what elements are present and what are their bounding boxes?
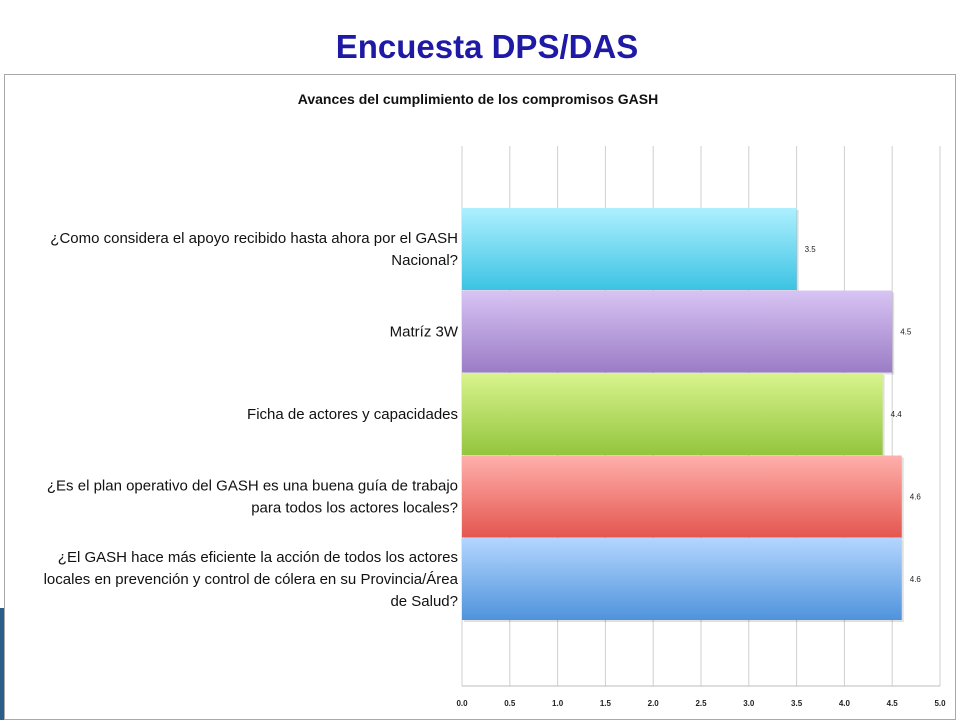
value-label: 3.5: [805, 245, 817, 254]
value-label: 4.6: [910, 575, 922, 584]
x-tick-label: 4.0: [839, 699, 851, 708]
x-tick-label: 2.0: [648, 699, 660, 708]
x-tick-label: 5.0: [934, 699, 946, 708]
value-label: 4.6: [910, 493, 922, 502]
slide-title: Encuesta DPS/DAS: [335, 28, 639, 65]
value-label: 4.5: [900, 328, 912, 337]
category-label: ¿El GASH hace más eficiente la acción de…: [44, 549, 459, 610]
x-tick-label: 4.5: [887, 699, 899, 708]
left-accent-strip: [0, 608, 4, 720]
x-tick-label: 1.5: [600, 699, 612, 708]
category-label-line: Matríz 3W: [390, 324, 459, 341]
category-label-line: Nacional?: [391, 252, 458, 269]
category-label: Matríz 3W: [390, 324, 459, 341]
x-tick-label: 0.0: [456, 699, 468, 708]
category-label-line: ¿Como considera el apoyo recibido hasta …: [50, 230, 458, 247]
category-label: Ficha de actores y capacidades: [247, 406, 458, 423]
x-tick-label: 0.5: [504, 699, 516, 708]
category-label-line: para todos los actores locales?: [251, 500, 458, 517]
bar-1: [462, 208, 797, 290]
bar-5: [462, 538, 902, 620]
category-label-line: Ficha de actores y capacidades: [247, 406, 458, 423]
bar-4: [462, 455, 902, 538]
category-label-line: de Salud?: [390, 593, 458, 610]
x-tick-label: 1.0: [552, 699, 564, 708]
chart-title: Avances del cumplimiento de los compromi…: [298, 91, 658, 107]
category-label: ¿Como considera el apoyo recibido hasta …: [50, 230, 458, 269]
x-tick-label: 2.5: [695, 699, 707, 708]
x-tick-label: 3.5: [791, 699, 803, 708]
category-label-line: ¿El GASH hace más eficiente la acción de…: [58, 549, 458, 566]
category-label-line: ¿Es el plan operativo del GASH es una bu…: [47, 478, 458, 495]
x-tick-label: 3.0: [743, 699, 755, 708]
bar-2: [462, 290, 893, 373]
category-label: ¿Es el plan operativo del GASH es una bu…: [47, 478, 458, 517]
bar-3: [462, 373, 883, 455]
value-label: 4.4: [891, 410, 903, 419]
category-label-line: locales en prevención y control de cóler…: [44, 571, 459, 588]
